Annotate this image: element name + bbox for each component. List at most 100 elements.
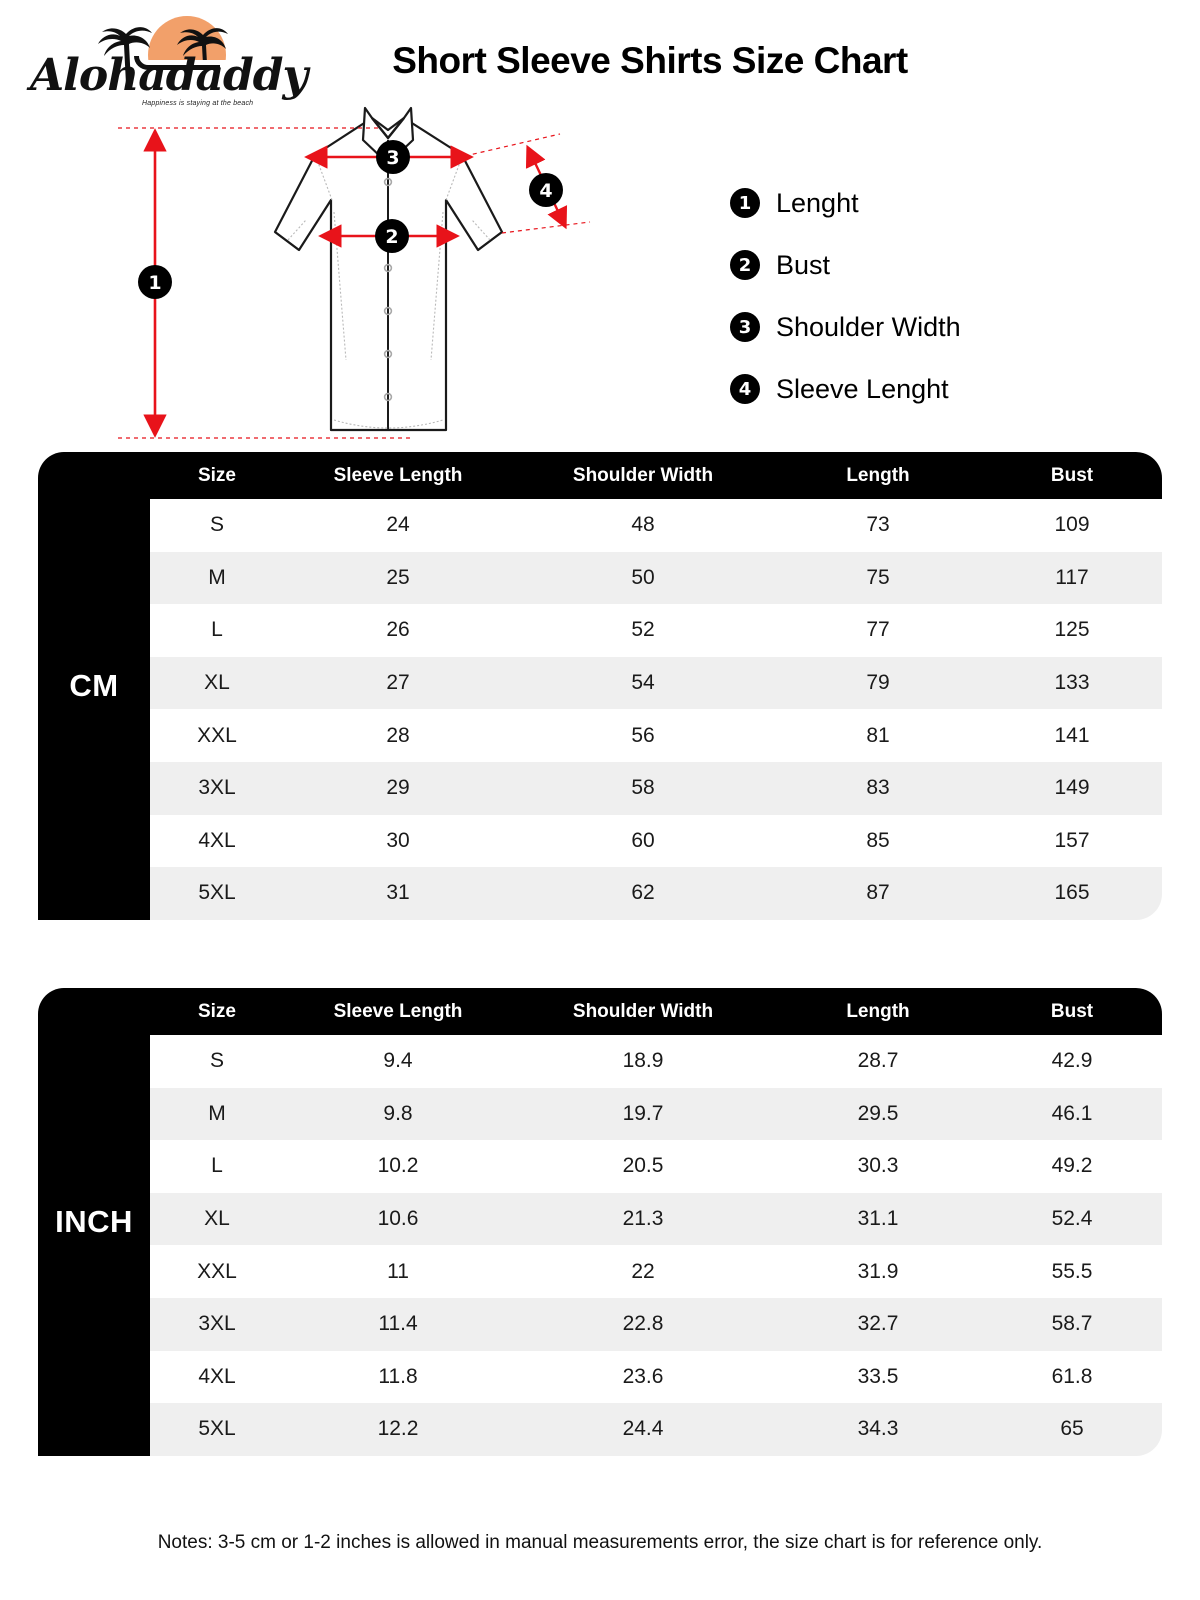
svg-text:1: 1 [148, 272, 161, 294]
cell-shoulder: 21.3 [622, 1207, 664, 1231]
cell-sleeve: 29 [386, 776, 410, 800]
cell-size: L [211, 1154, 223, 1178]
legend-item-bust: 2 Bust [730, 234, 1060, 296]
cell-size: 4XL [198, 1364, 236, 1388]
cell-shoulder: 54 [631, 671, 655, 695]
cell-length: 81 [866, 723, 890, 747]
cell-size: XL [204, 671, 230, 695]
table-row: 5XL 12.2 24.4 34.3 65 [150, 1403, 1162, 1456]
cell-shoulder: 50 [631, 565, 655, 589]
cell-bust: 125 [1054, 618, 1090, 642]
table-row: 3XL 29 58 83 149 [150, 761, 1162, 815]
cell-size: M [208, 1101, 226, 1125]
cell-length: 29.5 [857, 1101, 899, 1125]
col-header-shoulder: Shoulder Width [572, 1000, 714, 1022]
cell-bust: 133 [1054, 671, 1090, 695]
legend-item-sleeve-length: 4 Sleeve Lenght [730, 358, 1060, 420]
cell-bust: 61.8 [1051, 1364, 1093, 1388]
cell-size: M [208, 565, 226, 589]
cell-bust: 55.5 [1051, 1259, 1093, 1283]
cell-sleeve: 25 [386, 565, 410, 589]
cell-bust: 109 [1054, 513, 1090, 537]
cell-shoulder: 56 [631, 723, 655, 747]
cell-size: S [209, 1049, 224, 1073]
brand-name: Alohadaddy [30, 50, 308, 101]
cell-length: 75 [866, 565, 890, 589]
legend-item-length: 1 Lenght [730, 172, 1060, 234]
cell-sleeve: 27 [386, 671, 410, 695]
cell-length: 30.3 [857, 1154, 899, 1178]
unit-label-inch: INCH [38, 988, 150, 1456]
col-header-sleeve: Sleeve Length [333, 1000, 463, 1022]
cell-shoulder: 18.9 [622, 1049, 664, 1073]
legend-item-shoulder-width: 3 Shoulder Width [730, 296, 1060, 358]
cell-sleeve: 9.4 [383, 1049, 413, 1073]
cell-sleeve: 31 [386, 881, 410, 905]
cell-length: 83 [866, 776, 890, 800]
cell-sleeve: 24 [386, 513, 410, 537]
cell-shoulder: 22 [631, 1259, 655, 1283]
cell-bust: 49.2 [1051, 1154, 1093, 1178]
col-header-length: Length [846, 464, 910, 486]
cell-sleeve: 30 [386, 828, 410, 852]
cell-length: 87 [866, 881, 890, 905]
table-row: M 25 50 75 117 [150, 551, 1162, 605]
table-row: 4XL 30 60 85 157 [150, 814, 1162, 868]
cell-length: 31.9 [857, 1259, 899, 1283]
cell-size: XXL [197, 723, 237, 747]
table-row: XL 27 54 79 133 [150, 656, 1162, 710]
cell-sleeve: 11 [387, 1259, 409, 1283]
cell-shoulder: 20.5 [622, 1154, 664, 1178]
cell-length: 77 [866, 618, 890, 642]
cell-shoulder: 19.7 [622, 1101, 664, 1125]
table-row: S 9.4 18.9 28.7 42.9 [150, 1035, 1162, 1088]
cell-size: 5XL [198, 1417, 236, 1441]
cell-sleeve: 10.6 [377, 1207, 419, 1231]
cell-bust: 52.4 [1051, 1207, 1093, 1231]
cell-size: XL [204, 1207, 230, 1231]
legend-label-4: Sleeve Lenght [776, 373, 949, 404]
horizon-line-icon [134, 56, 220, 70]
cell-shoulder: 22.8 [622, 1312, 664, 1336]
unit-label-cm: CM [38, 452, 150, 920]
cell-shoulder: 24.4 [622, 1417, 664, 1441]
cell-bust: 46.1 [1051, 1101, 1093, 1125]
cell-sleeve: 26 [386, 618, 410, 642]
cell-sleeve: 10.2 [377, 1154, 419, 1178]
cell-bust: 141 [1054, 723, 1090, 747]
cell-length: 33.5 [857, 1364, 899, 1388]
cell-bust: 117 [1055, 565, 1089, 589]
inch-header-row: Size Sleeve Length Shoulder Width Length… [150, 988, 1162, 1035]
cell-bust: 149 [1054, 776, 1090, 800]
cell-shoulder: 48 [631, 513, 655, 537]
col-header-size: Size [197, 464, 237, 486]
cell-sleeve: 11.8 [378, 1364, 418, 1388]
table-row: 3XL 11.4 22.8 32.7 58.7 [150, 1297, 1162, 1351]
legend-label-2: Bust [776, 249, 831, 280]
table-row: XL 10.6 21.3 31.1 52.4 [150, 1192, 1162, 1246]
col-header-sleeve: Sleeve Length [333, 464, 463, 486]
cell-shoulder: 52 [631, 618, 655, 642]
inch-grid: Size Sleeve Length Shoulder Width Length… [150, 988, 1162, 1456]
cell-size: XXL [197, 1259, 237, 1283]
table-row: L 26 52 77 125 [150, 604, 1162, 657]
svg-text:3: 3 [386, 147, 399, 169]
measurement-notes: Notes: 3-5 cm or 1-2 inches is allowed i… [157, 1532, 1043, 1553]
legend-label-3: Shoulder Width [776, 311, 961, 342]
cell-length: 85 [866, 828, 890, 852]
cell-shoulder: 62 [631, 881, 655, 905]
cell-size: 4XL [198, 828, 236, 852]
table-row: M 9.8 19.7 29.5 46.1 [150, 1087, 1162, 1141]
col-header-bust: Bust [1050, 1000, 1094, 1022]
legend-label-1: Lenght [776, 187, 859, 218]
page-title: Short Sleeve Shirts Size Chart [392, 40, 908, 81]
page-header: Alohadaddy Happiness is staying at the b… [0, 0, 1200, 120]
cell-sleeve: 9.8 [383, 1101, 413, 1125]
cell-size: L [211, 618, 223, 642]
table-row: L 10.2 20.5 30.3 49.2 [150, 1140, 1162, 1193]
table-row: 5XL 31 62 87 165 [150, 867, 1162, 920]
col-header-length: Length [846, 1000, 910, 1022]
legend-bullet-3: 3 [730, 312, 760, 342]
cell-sleeve: 11.4 [378, 1312, 418, 1336]
